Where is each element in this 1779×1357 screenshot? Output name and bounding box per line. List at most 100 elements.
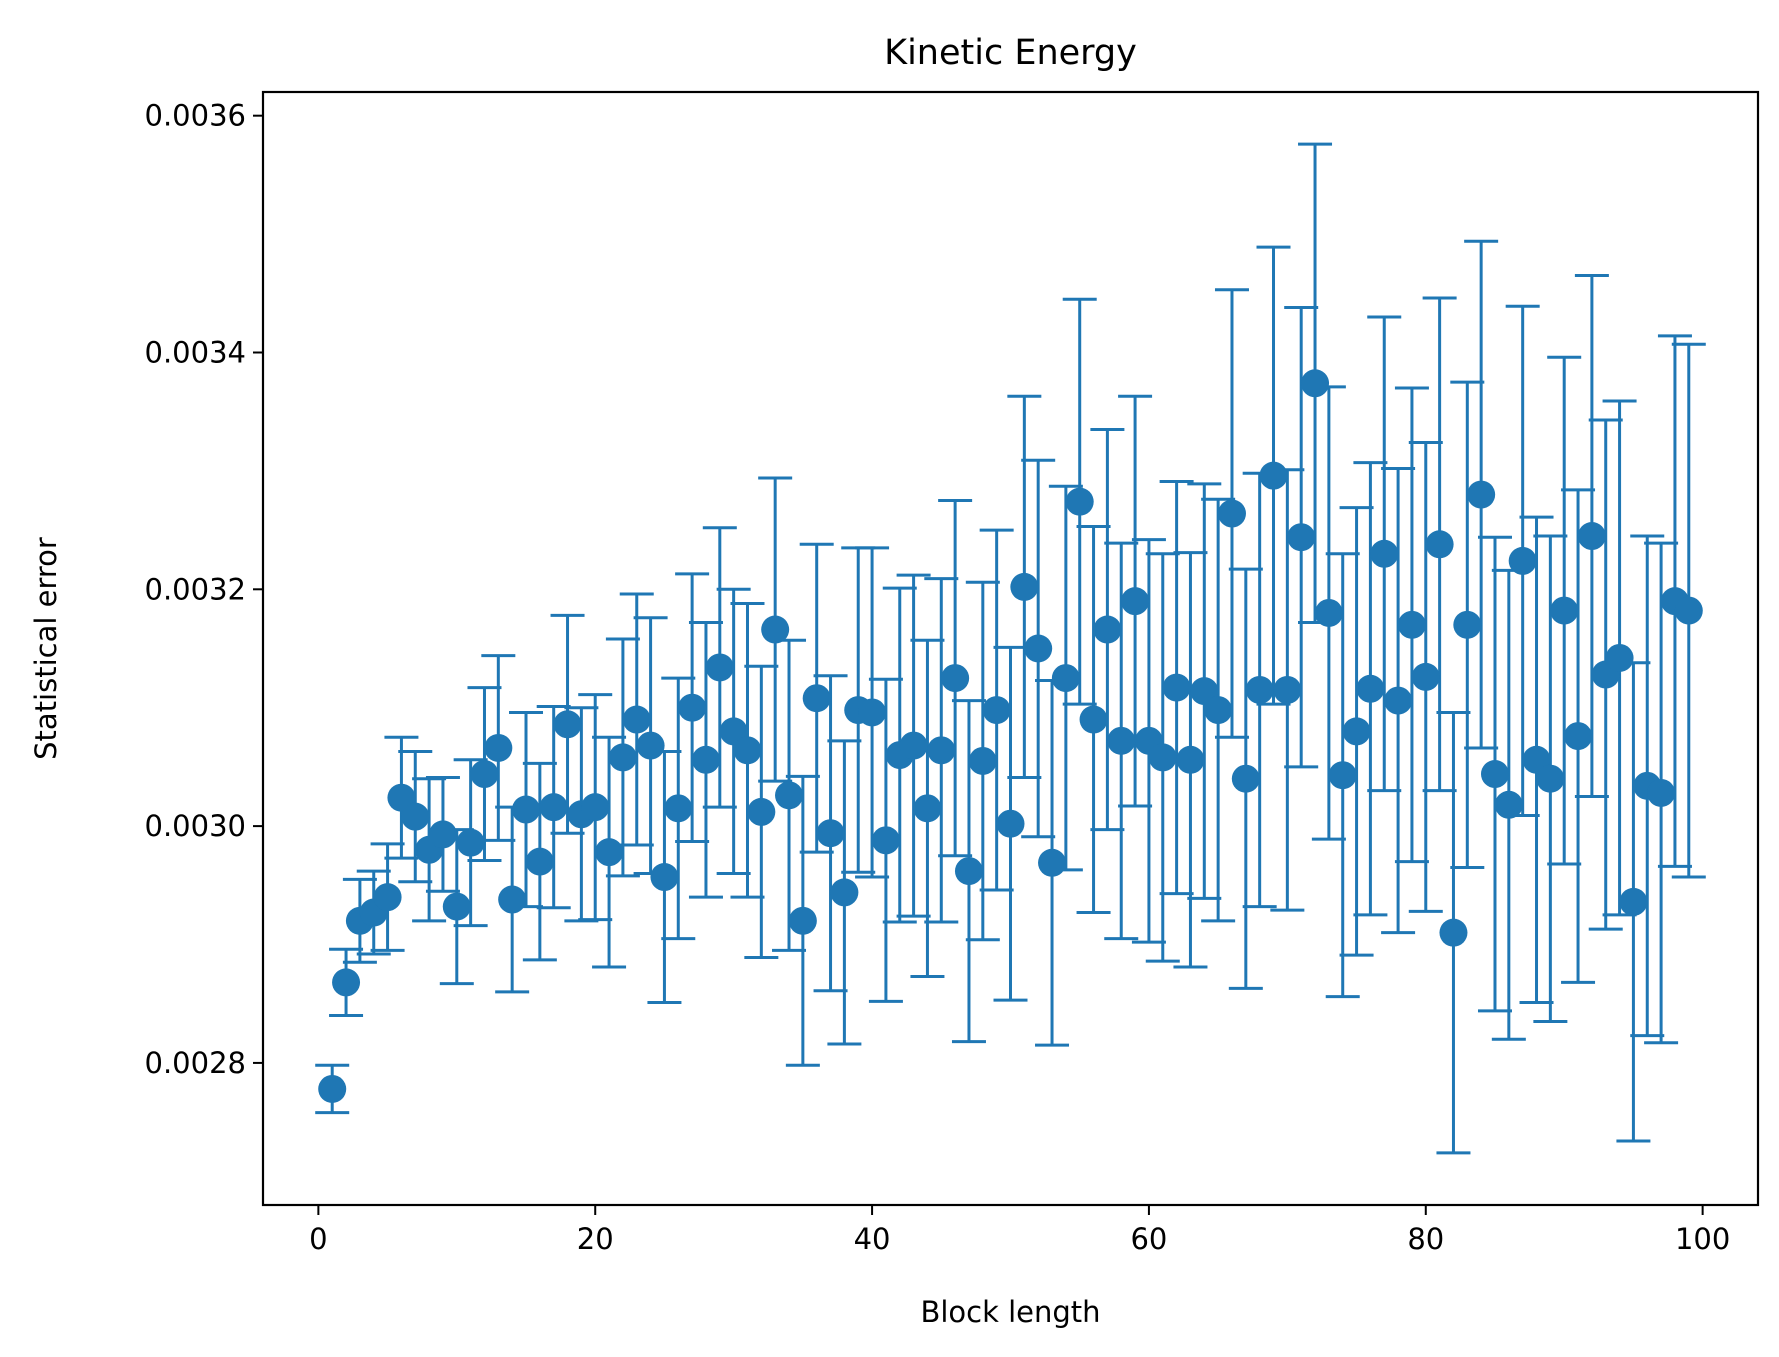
- data-point: [1619, 887, 1648, 916]
- data-point: [1467, 480, 1496, 509]
- points-layer: [318, 369, 1703, 1103]
- data-point: [941, 664, 970, 693]
- data-point: [816, 819, 845, 848]
- y-axis-ticks: 0.0028 0.0030 0.0032 0.0034 0.0036: [145, 99, 263, 1080]
- data-point: [1494, 790, 1523, 819]
- data-point: [1647, 778, 1676, 807]
- data-point: [747, 797, 776, 826]
- y-tick-label: 0.0030: [145, 809, 246, 843]
- data-point: [1328, 761, 1357, 790]
- data-point: [982, 696, 1011, 725]
- data-point: [1259, 461, 1288, 490]
- data-point: [1577, 522, 1606, 551]
- x-axis-label: Block length: [920, 1295, 1100, 1329]
- data-point: [871, 826, 900, 855]
- x-tick-label: 80: [1407, 1222, 1444, 1256]
- x-tick-label: 0: [309, 1222, 327, 1256]
- y-tick-label: 0.0032: [145, 572, 246, 606]
- data-point: [442, 892, 471, 921]
- data-point: [1038, 848, 1067, 877]
- data-point: [373, 883, 402, 912]
- data-point: [968, 746, 997, 775]
- data-point: [775, 781, 804, 810]
- data-point: [318, 1074, 347, 1103]
- data-point: [539, 793, 568, 822]
- data-point: [705, 653, 734, 682]
- data-point: [802, 684, 831, 713]
- data-point: [1536, 764, 1565, 793]
- data-point: [1397, 610, 1426, 639]
- x-tick-label: 40: [854, 1222, 891, 1256]
- data-point: [1051, 664, 1080, 693]
- data-point: [1231, 764, 1260, 793]
- data-point: [1079, 705, 1108, 734]
- data-point: [470, 760, 499, 789]
- data-point: [733, 736, 762, 765]
- y-tick-label: 0.0034: [145, 335, 246, 369]
- data-point: [899, 731, 928, 760]
- data-point: [1605, 643, 1634, 672]
- data-point: [401, 802, 430, 831]
- data-point: [788, 906, 817, 935]
- data-point: [636, 731, 665, 760]
- data-point: [1425, 530, 1454, 559]
- data-point: [1024, 634, 1053, 663]
- data-point: [954, 857, 983, 886]
- data-point: [1453, 610, 1482, 639]
- data-point: [1065, 487, 1094, 516]
- data-point: [1314, 598, 1343, 627]
- data-point: [650, 863, 679, 892]
- data-point: [1342, 717, 1371, 746]
- data-point: [428, 820, 457, 849]
- data-point: [761, 615, 790, 644]
- chart-title: Kinetic Energy: [884, 33, 1137, 73]
- x-tick-label: 100: [1675, 1222, 1730, 1256]
- y-tick-label: 0.0036: [145, 99, 246, 133]
- data-point: [1674, 596, 1703, 625]
- y-axis-label: Statistical error: [29, 537, 63, 760]
- data-point: [678, 693, 707, 722]
- data-point: [1356, 674, 1385, 703]
- data-point: [996, 809, 1025, 838]
- data-point: [525, 847, 554, 876]
- data-point: [595, 838, 624, 867]
- data-point: [1564, 722, 1593, 751]
- data-point: [1121, 587, 1150, 616]
- y-tick-label: 0.0028: [145, 1046, 246, 1080]
- data-point: [498, 885, 527, 914]
- data-point: [1107, 726, 1136, 755]
- data-point: [553, 710, 582, 739]
- data-point: [512, 795, 541, 824]
- data-point: [1480, 760, 1509, 789]
- data-point: [913, 794, 942, 823]
- x-tick-label: 20: [577, 1222, 614, 1256]
- data-point: [622, 705, 651, 734]
- plot-frame: [261, 90, 1760, 1207]
- data-point: [1384, 686, 1413, 715]
- data-point: [1217, 499, 1246, 528]
- data-point: [1176, 745, 1205, 774]
- data-point: [608, 743, 637, 772]
- data-point: [1162, 673, 1191, 702]
- x-tick-label: 60: [1130, 1222, 1167, 1256]
- data-point: [581, 793, 610, 822]
- errorbars-layer: [315, 142, 1706, 1155]
- data-point: [1093, 615, 1122, 644]
- data-point: [1245, 675, 1274, 704]
- x-axis-ticks: 0 20 40 60 80 100: [309, 1205, 1730, 1256]
- data-point: [691, 745, 720, 774]
- data-point: [1010, 572, 1039, 601]
- data-point: [1273, 675, 1302, 704]
- data-point: [456, 828, 485, 857]
- data-point: [1148, 743, 1177, 772]
- data-point: [1370, 539, 1399, 568]
- data-point: [1439, 918, 1468, 947]
- data-point: [1411, 662, 1440, 691]
- data-point: [1508, 546, 1537, 575]
- data-point: [830, 878, 859, 907]
- data-point: [1204, 696, 1233, 725]
- data-point: [664, 794, 693, 823]
- data-point: [1301, 369, 1330, 398]
